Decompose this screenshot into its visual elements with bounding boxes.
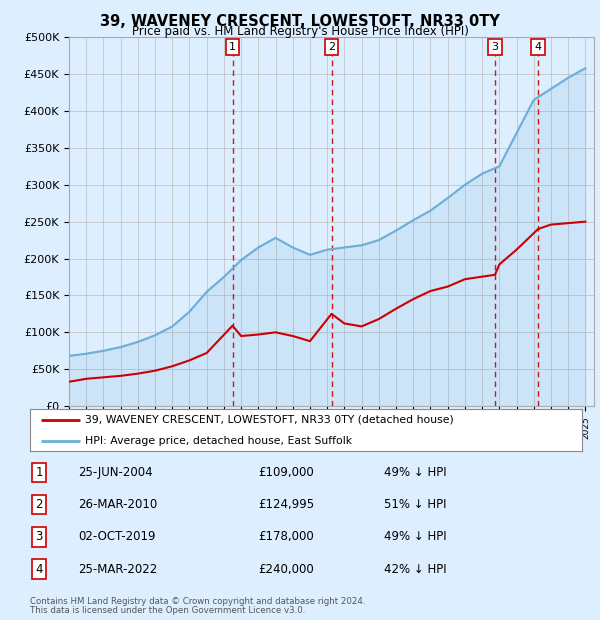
Text: 26-MAR-2010: 26-MAR-2010 [78,498,157,511]
Text: 42% ↓ HPI: 42% ↓ HPI [384,563,446,575]
Text: Price paid vs. HM Land Registry's House Price Index (HPI): Price paid vs. HM Land Registry's House … [131,25,469,38]
Text: 49% ↓ HPI: 49% ↓ HPI [384,466,446,479]
Text: 51% ↓ HPI: 51% ↓ HPI [384,498,446,511]
Text: 39, WAVENEY CRESCENT, LOWESTOFT, NR33 0TY (detached house): 39, WAVENEY CRESCENT, LOWESTOFT, NR33 0T… [85,415,454,425]
Text: 1: 1 [229,42,236,52]
Text: 3: 3 [35,531,43,543]
Text: £240,000: £240,000 [258,563,314,575]
Text: 49% ↓ HPI: 49% ↓ HPI [384,531,446,543]
Text: 25-JUN-2004: 25-JUN-2004 [78,466,152,479]
Text: 2: 2 [35,498,43,511]
Text: £124,995: £124,995 [258,498,314,511]
Text: 4: 4 [535,42,542,52]
Text: HPI: Average price, detached house, East Suffolk: HPI: Average price, detached house, East… [85,436,352,446]
Text: 2: 2 [328,42,335,52]
Text: Contains HM Land Registry data © Crown copyright and database right 2024.: Contains HM Land Registry data © Crown c… [30,597,365,606]
Text: 25-MAR-2022: 25-MAR-2022 [78,563,157,575]
Text: This data is licensed under the Open Government Licence v3.0.: This data is licensed under the Open Gov… [30,606,305,615]
Text: 4: 4 [35,563,43,575]
Text: 1: 1 [35,466,43,479]
Text: 39, WAVENEY CRESCENT, LOWESTOFT, NR33 0TY: 39, WAVENEY CRESCENT, LOWESTOFT, NR33 0T… [100,14,500,29]
Text: £109,000: £109,000 [258,466,314,479]
Text: £178,000: £178,000 [258,531,314,543]
Text: 3: 3 [491,42,499,52]
Text: 02-OCT-2019: 02-OCT-2019 [78,531,155,543]
